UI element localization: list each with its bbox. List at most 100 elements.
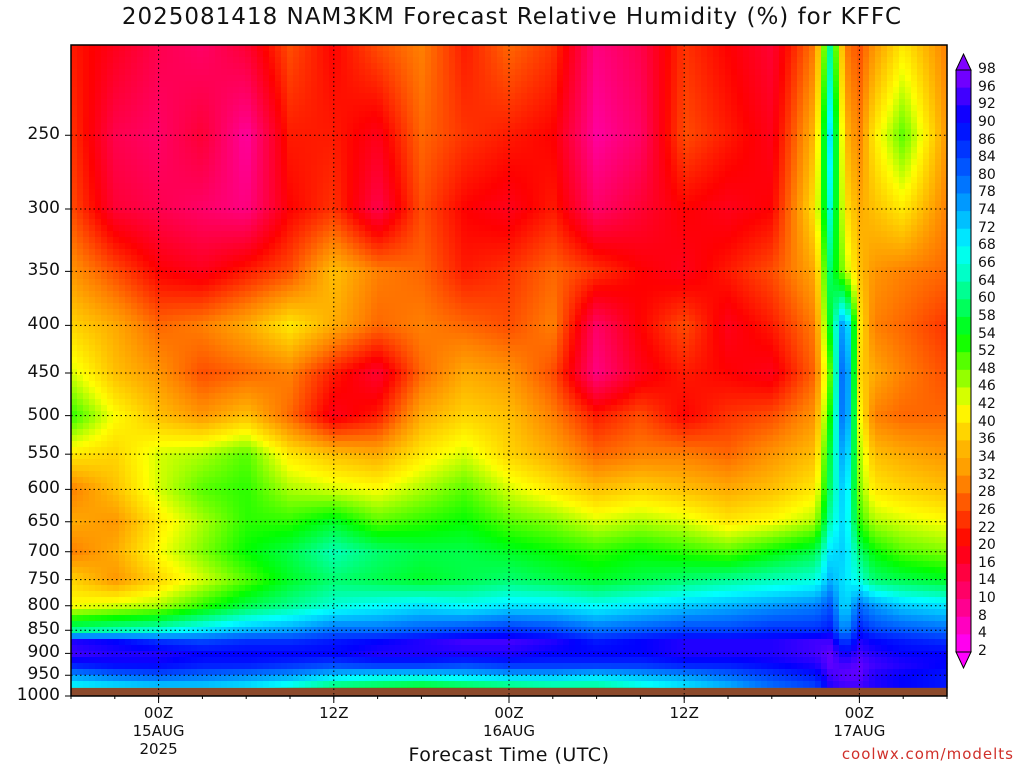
rh-cell [401,135,408,142]
rh-cell [413,189,420,196]
rh-cell [707,75,714,82]
rh-cell [575,111,582,118]
rh-cell [227,99,234,106]
rh-cell [869,243,876,250]
rh-cell [923,237,930,244]
rh-cell [545,135,552,142]
rh-cell [509,195,516,202]
rh-cell [479,219,486,226]
rh-cell [287,183,294,190]
rh-cell [287,75,294,82]
rh-cell [353,87,360,94]
rh-cell [233,153,240,160]
rh-cell [119,171,126,178]
rh-cell [371,111,378,118]
rh-cell [689,93,696,100]
rh-cell [839,93,846,100]
rh-cell [239,129,246,136]
rh-cell [845,57,852,64]
rh-cell [893,93,900,100]
rh-cell [485,153,492,160]
rh-cell [209,195,216,202]
rh-cell [749,243,756,250]
rh-cell [941,57,948,64]
rh-cell [215,123,222,130]
rh-cell [461,195,468,202]
rh-cell [371,99,378,106]
rh-cell [149,165,156,172]
rh-cell [401,147,408,154]
rh-cell [701,45,708,52]
rh-cell [851,165,858,172]
rh-cell [95,207,102,214]
rh-cell [449,75,456,82]
rh-cell [263,153,270,160]
rh-cell [143,105,150,112]
rh-cell [815,93,822,100]
rh-cell [203,123,210,130]
rh-cell [935,195,942,202]
rh-cell [311,105,318,112]
rh-cell [215,135,222,142]
rh-cell [341,177,348,184]
rh-cell [107,231,114,238]
rh-cell [803,111,810,118]
rh-cell [377,129,384,136]
rh-cell [923,129,930,136]
rh-cell [617,153,624,160]
rh-cell [203,201,210,208]
rh-cell [119,105,126,112]
rh-cell [305,63,312,70]
rh-cell [359,213,366,220]
rh-cell [203,105,210,112]
rh-cell [101,207,108,214]
rh-cell [377,207,384,214]
rh-cell [761,183,768,190]
rh-cell [797,219,804,226]
rh-cell [347,63,354,70]
rh-cell [815,141,822,148]
rh-cell [419,141,426,148]
rh-cell [767,231,774,238]
rh-cell [155,201,162,208]
rh-cell [149,219,156,226]
rh-cell [671,111,678,118]
rh-cell [797,141,804,148]
rh-cell [341,183,348,190]
rh-cell [593,129,600,136]
rh-cell [797,147,804,154]
rh-cell [359,111,366,118]
rh-cell [341,213,348,220]
rh-cell [671,159,678,166]
rh-cell [695,189,702,196]
rh-cell [485,141,492,148]
rh-cell [515,111,522,118]
rh-cell [371,45,378,52]
rh-cell [185,117,192,124]
rh-cell [101,165,108,172]
rh-cell [479,75,486,82]
rh-cell [311,45,318,52]
rh-cell [227,195,234,202]
rh-cell [653,237,660,244]
rh-cell [425,63,432,70]
rh-cell [335,111,342,118]
rh-cell [845,189,852,196]
rh-cell [911,243,918,250]
rh-cell [923,195,930,202]
rh-cell [623,75,630,82]
rh-cell [287,63,294,70]
rh-cell [851,195,858,202]
rh-cell [173,63,180,70]
rh-cell [617,171,624,178]
rh-cell [845,75,852,82]
rh-cell [275,213,282,220]
rh-cell [95,165,102,172]
rh-cell [407,231,414,238]
rh-cell [893,159,900,166]
rh-cell [467,219,474,226]
rh-cell [317,57,324,64]
rh-cell [293,201,300,208]
rh-cell [77,81,84,88]
rh-cell [785,213,792,220]
